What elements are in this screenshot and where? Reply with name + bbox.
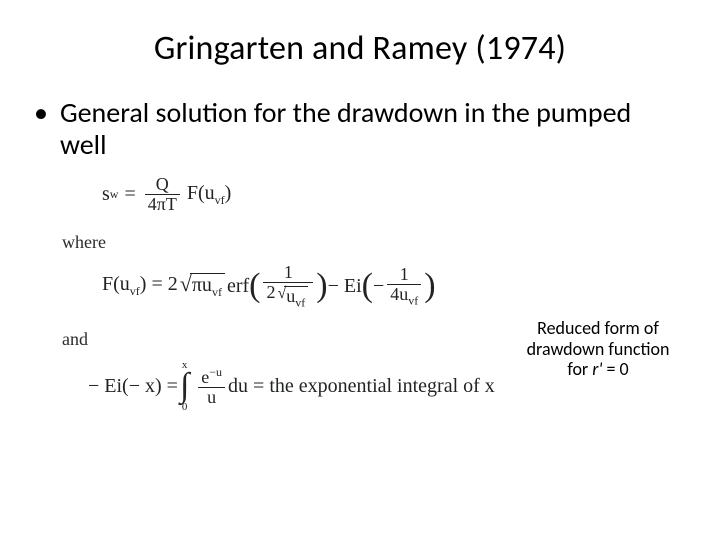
eq1-lhs-var: s — [102, 183, 110, 206]
lparen-icon: ( — [249, 271, 260, 302]
sidenote-line1: Reduced form of — [512, 318, 684, 339]
equation-2: F(uvf) = 2 √ πuvf erf ( 1 2√uvf ) − Ei (… — [102, 263, 680, 309]
eq1-fraction: Q 4πT — [145, 175, 180, 214]
where-label: where — [62, 232, 680, 253]
eq2-minus-Ei: − Ei — [328, 275, 362, 298]
bullet-item: • General solution for the drawdown in t… — [40, 97, 680, 161]
rparen-icon: ) — [316, 271, 327, 302]
eq2-sqrt: √ πuvf — [180, 273, 225, 300]
page-title: Gringarten and Ramey (1974) — [40, 28, 680, 69]
eq1-den: 4πT — [145, 195, 180, 214]
eq3-frac: e−u u — [198, 366, 225, 407]
eq2-lhs: F(uvf) = 2 — [102, 273, 178, 299]
rparen-icon: ) — [424, 271, 435, 302]
eq1-num: Q — [153, 175, 172, 194]
eq2-frac1: 1 2√uvf — [263, 263, 313, 309]
integral-icon: x ∫ 0 — [178, 360, 191, 413]
eq2-frac2: 1 4uvf — [387, 265, 421, 307]
eq3-lhs: − Ei(− x) = — [88, 375, 178, 398]
lparen-icon: ( — [362, 271, 373, 302]
eq1-func: F(uvf) — [187, 182, 231, 208]
bullet-marker: • — [34, 97, 48, 129]
eq3-tail: du = the exponential integral of x — [228, 375, 495, 398]
slide: Gringarten and Ramey (1974) • General so… — [0, 0, 720, 540]
sidenote-line3: for r' = 0 — [512, 359, 684, 380]
side-annotation: Reduced form of drawdown function for r'… — [512, 318, 684, 380]
bullet-text: General solution for the drawdown in the… — [60, 97, 680, 161]
eq1-lhs-sub: w — [110, 187, 119, 202]
sidenote-line2: drawdown function — [512, 339, 684, 360]
eq2-erf: erf — [227, 275, 249, 298]
eq1-eqsign: = — [124, 183, 135, 206]
equation-1: sw = Q 4πT F(uvf) — [102, 175, 680, 214]
